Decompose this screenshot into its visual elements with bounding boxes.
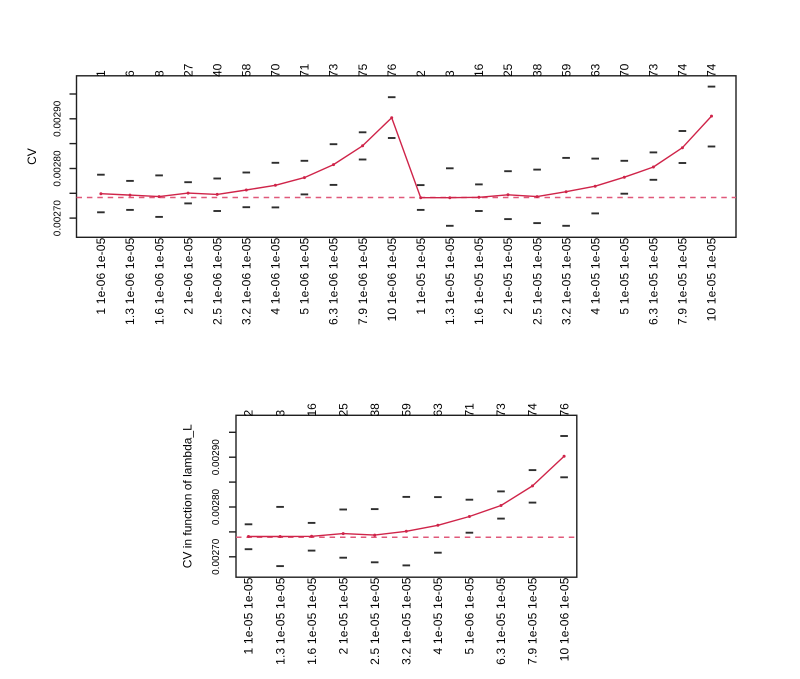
svg-text:1 1e-06 1e-05: 1 1e-06 1e-05 — [94, 237, 108, 314]
svg-text:1.6 1e-05 1e-05: 1.6 1e-05 1e-05 — [472, 237, 486, 325]
svg-text:74: 74 — [526, 403, 540, 417]
svg-text:10 1e-06 1e-05: 10 1e-06 1e-05 — [385, 237, 399, 321]
svg-text:6.3 1e-06 1e-05: 6.3 1e-06 1e-05 — [327, 237, 341, 325]
svg-text:2 1e-06 1e-05: 2 1e-06 1e-05 — [181, 237, 195, 314]
svg-text:74: 74 — [676, 63, 690, 77]
svg-text:CV in function of lambda_L: CV in function of lambda_L — [181, 424, 195, 568]
svg-text:6: 6 — [123, 70, 137, 77]
svg-text:74: 74 — [705, 63, 719, 77]
svg-text:2.5 1e-05 1e-05: 2.5 1e-05 1e-05 — [368, 577, 382, 665]
svg-text:1.3 1e-05 1e-05: 1.3 1e-05 1e-05 — [273, 577, 287, 665]
svg-text:3: 3 — [273, 410, 287, 417]
svg-text:10 1e-05 1e-05: 10 1e-05 1e-05 — [705, 237, 719, 321]
svg-text:70: 70 — [269, 63, 283, 77]
svg-text:5 1e-06 1e-05: 5 1e-06 1e-05 — [298, 237, 312, 314]
svg-text:3: 3 — [443, 70, 457, 77]
svg-text:71: 71 — [298, 63, 312, 77]
svg-text:16: 16 — [305, 403, 319, 417]
svg-text:7.9 1e-06 1e-05: 7.9 1e-06 1e-05 — [356, 237, 370, 325]
svg-text:10 1e-06 1e-05: 10 1e-06 1e-05 — [557, 577, 571, 661]
svg-text:0.00280: 0.00280 — [53, 150, 64, 187]
svg-text:71: 71 — [463, 403, 477, 417]
svg-text:6.3 1e-05 1e-05: 6.3 1e-05 1e-05 — [647, 237, 661, 325]
svg-text:38: 38 — [368, 403, 382, 417]
svg-text:1 1e-05 1e-05: 1 1e-05 1e-05 — [414, 237, 428, 314]
svg-text:0.00280: 0.00280 — [211, 488, 222, 525]
svg-text:40: 40 — [210, 63, 224, 77]
svg-text:16: 16 — [472, 63, 486, 77]
svg-text:59: 59 — [400, 403, 414, 417]
svg-text:1 1e-05 1e-05: 1 1e-05 1e-05 — [242, 577, 256, 654]
svg-text:4 1e-05 1e-05: 4 1e-05 1e-05 — [431, 577, 445, 654]
svg-text:73: 73 — [327, 63, 341, 77]
svg-text:73: 73 — [647, 63, 661, 77]
svg-text:2 1e-05 1e-05: 2 1e-05 1e-05 — [336, 577, 350, 654]
svg-text:0.00290: 0.00290 — [211, 439, 222, 476]
svg-text:70: 70 — [618, 63, 632, 77]
svg-text:2.5 1e-05 1e-05: 2.5 1e-05 1e-05 — [530, 237, 544, 325]
svg-text:38: 38 — [530, 63, 544, 77]
svg-text:7.9 1e-05 1e-05: 7.9 1e-05 1e-05 — [676, 237, 690, 325]
svg-text:63: 63 — [431, 403, 445, 417]
svg-text:3.2 1e-06 1e-05: 3.2 1e-06 1e-05 — [240, 237, 254, 325]
svg-text:59: 59 — [559, 63, 573, 77]
svg-text:1.6 1e-06 1e-05: 1.6 1e-06 1e-05 — [152, 237, 166, 325]
svg-text:4 1e-05 1e-05: 4 1e-05 1e-05 — [588, 237, 602, 314]
svg-text:0.00270: 0.00270 — [53, 200, 64, 237]
svg-text:2: 2 — [242, 410, 256, 417]
svg-text:25: 25 — [336, 403, 350, 417]
svg-text:1: 1 — [94, 70, 108, 77]
svg-text:3.2 1e-05 1e-05: 3.2 1e-05 1e-05 — [559, 237, 573, 325]
svg-text:58: 58 — [240, 63, 254, 77]
svg-text:7.9 1e-05 1e-05: 7.9 1e-05 1e-05 — [526, 577, 540, 665]
svg-text:1.6 1e-05 1e-05: 1.6 1e-05 1e-05 — [305, 577, 319, 665]
svg-text:0.00270: 0.00270 — [211, 538, 222, 575]
svg-text:25: 25 — [501, 63, 515, 77]
svg-text:76: 76 — [385, 63, 399, 77]
svg-text:5 1e-06 1e-05: 5 1e-06 1e-05 — [463, 577, 477, 654]
svg-text:27: 27 — [181, 63, 195, 77]
svg-text:5 1e-05 1e-05: 5 1e-05 1e-05 — [618, 237, 632, 314]
svg-text:CV: CV — [25, 148, 39, 165]
svg-text:2: 2 — [414, 70, 428, 77]
svg-text:8: 8 — [152, 70, 166, 77]
svg-text:76: 76 — [557, 403, 571, 417]
svg-text:3.2 1e-05 1e-05: 3.2 1e-05 1e-05 — [400, 577, 414, 665]
svg-text:1.3 1e-06 1e-05: 1.3 1e-06 1e-05 — [123, 237, 137, 325]
svg-text:2 1e-05 1e-05: 2 1e-05 1e-05 — [501, 237, 515, 314]
svg-text:0.00290: 0.00290 — [53, 100, 64, 137]
svg-text:2.5 1e-06 1e-05: 2.5 1e-06 1e-05 — [210, 237, 224, 325]
svg-text:1.3 1e-05 1e-05: 1.3 1e-05 1e-05 — [443, 237, 457, 325]
svg-text:75: 75 — [356, 63, 370, 77]
svg-text:4 1e-06 1e-05: 4 1e-06 1e-05 — [269, 237, 283, 314]
svg-text:6.3 1e-05 1e-05: 6.3 1e-05 1e-05 — [494, 577, 508, 665]
svg-text:73: 73 — [494, 403, 508, 417]
svg-text:63: 63 — [588, 63, 602, 77]
